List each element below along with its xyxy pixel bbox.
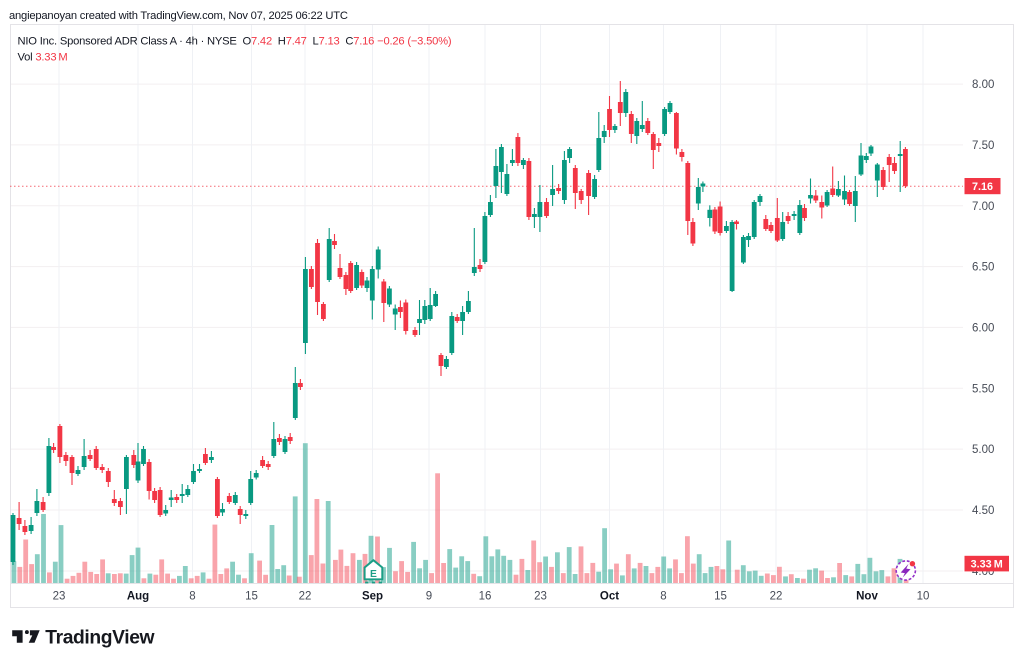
svg-text:NIO Inc. Sponsored ADR Class A: NIO Inc. Sponsored ADR Class A · 4h · NY… [18, 36, 452, 48]
svg-text:5.50: 5.50 [972, 383, 994, 395]
svg-text:22: 22 [770, 591, 783, 603]
svg-text:Vol 3.33 M: Vol 3.33 M [18, 52, 68, 64]
svg-text:23: 23 [534, 591, 547, 603]
svg-text:22: 22 [299, 591, 312, 603]
svg-text:TradingView: TradingView [45, 628, 155, 649]
svg-text:8: 8 [189, 591, 195, 603]
svg-text:3.33 M: 3.33 M [971, 558, 1003, 570]
svg-text:E: E [370, 569, 377, 580]
svg-text:23: 23 [53, 591, 66, 603]
svg-text:8.00: 8.00 [972, 79, 994, 91]
svg-text:angiepanoyan created with Trad: angiepanoyan created with TradingView.co… [9, 10, 348, 22]
svg-text:10: 10 [917, 591, 930, 603]
svg-text:15: 15 [714, 591, 727, 603]
svg-text:7.00: 7.00 [972, 201, 994, 213]
svg-text:5.00: 5.00 [972, 444, 994, 456]
svg-text:7.50: 7.50 [972, 140, 994, 152]
svg-text:7.16: 7.16 [972, 181, 993, 193]
svg-text:9: 9 [426, 591, 432, 603]
svg-text:4.50: 4.50 [972, 505, 994, 517]
svg-text:6.50: 6.50 [972, 262, 994, 274]
svg-text:Aug: Aug [127, 591, 149, 603]
svg-text:16: 16 [479, 591, 492, 603]
svg-text:6.00: 6.00 [972, 322, 994, 334]
svg-text:Nov: Nov [856, 591, 878, 603]
svg-text:Oct: Oct [600, 591, 619, 603]
svg-text:8: 8 [660, 591, 666, 603]
svg-text:Sep: Sep [362, 591, 383, 603]
svg-text:15: 15 [245, 591, 258, 603]
